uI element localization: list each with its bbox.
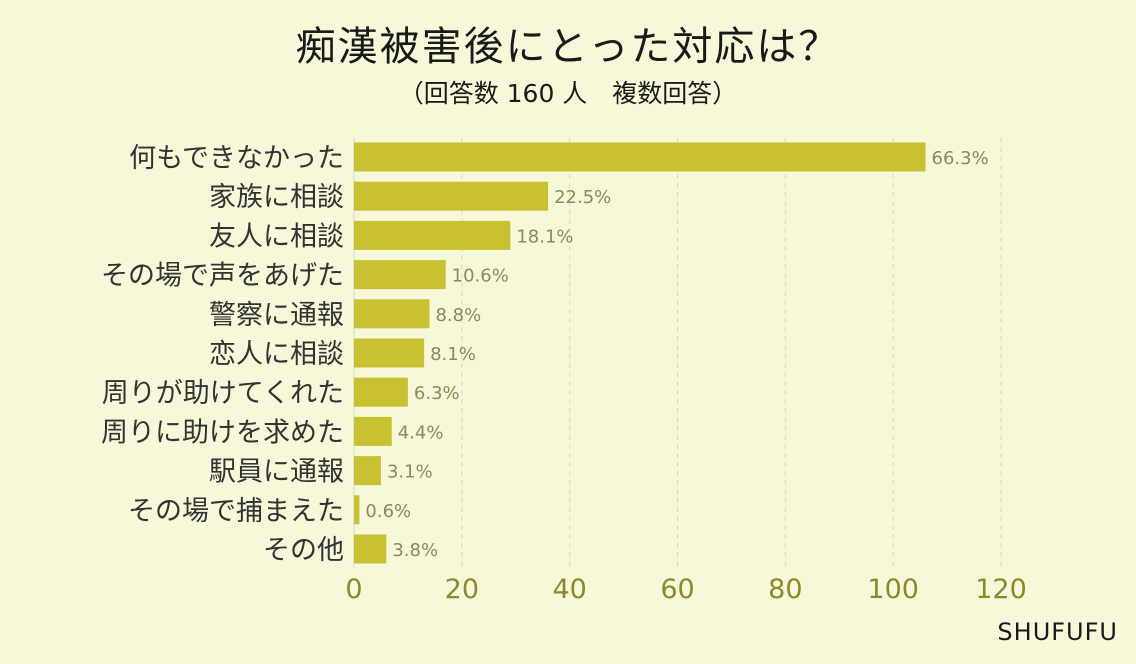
data-label: 22.5% xyxy=(554,187,611,208)
bar xyxy=(354,416,392,446)
data-label: 3.8% xyxy=(392,540,438,561)
chart-title: 痴漢被害後にとった対応は？ xyxy=(295,24,841,70)
brand-logo-text: SHUFUFU xyxy=(997,618,1118,646)
category-label: その他 xyxy=(263,535,344,566)
x-tick-label: 20 xyxy=(445,574,479,605)
chart-subtitle: （回答数 160 人 複数回答） xyxy=(398,79,738,108)
category-label: 警察に通報 xyxy=(209,300,344,331)
data-label: 18.1% xyxy=(516,226,573,247)
x-tick-label: 0 xyxy=(345,574,362,605)
category-label: 恋人に相談 xyxy=(209,339,344,370)
x-tick-label: 120 xyxy=(975,574,1027,605)
bar xyxy=(354,495,360,525)
bar xyxy=(354,338,425,368)
data-label: 3.1% xyxy=(387,462,433,483)
category-label: その場で声をあげた xyxy=(101,261,344,292)
x-tick-label: 100 xyxy=(867,574,919,605)
bar xyxy=(354,181,549,211)
bar xyxy=(354,456,381,486)
category-label: 駅員に通報 xyxy=(209,457,344,488)
bar xyxy=(354,142,926,172)
data-label: 4.4% xyxy=(398,422,444,443)
bar xyxy=(354,534,387,564)
bar xyxy=(354,299,430,329)
data-label: 66.3% xyxy=(932,148,989,169)
x-tick-label: 60 xyxy=(660,574,694,605)
bar xyxy=(354,220,511,250)
category-label: 何もできなかった xyxy=(129,143,344,174)
x-tick-label: 80 xyxy=(768,574,802,605)
data-label: 6.3% xyxy=(414,383,460,404)
category-label: 周りに助けを求めた xyxy=(101,417,344,448)
data-label: 8.8% xyxy=(435,305,481,326)
category-label: 友人に相談 xyxy=(209,221,344,252)
bar xyxy=(354,260,446,290)
data-label: 8.1% xyxy=(430,344,476,365)
x-tick-label: 40 xyxy=(552,574,586,605)
data-label: 10.6% xyxy=(452,266,509,287)
category-label: 家族に相談 xyxy=(209,182,344,213)
bar xyxy=(354,377,408,407)
category-label: その場で捕まえた xyxy=(128,496,344,527)
data-label: 0.6% xyxy=(365,501,411,522)
category-label: 周りが助けてくれた xyxy=(102,378,344,409)
